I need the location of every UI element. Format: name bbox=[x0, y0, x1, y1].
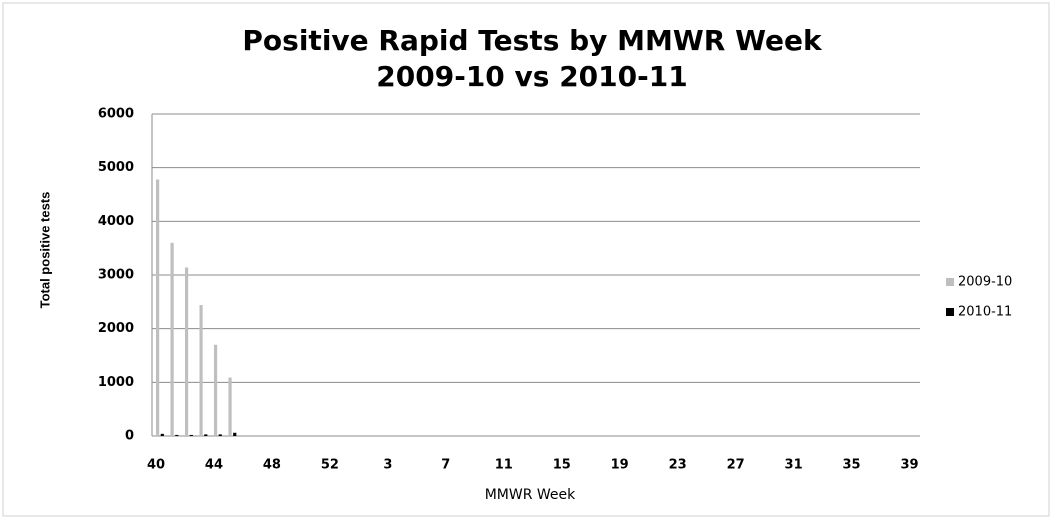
chart-subtitle: 2009-10 vs 2010-11 bbox=[376, 60, 687, 93]
bar bbox=[204, 434, 208, 436]
y-tick-label: 3000 bbox=[98, 268, 134, 283]
bar bbox=[233, 432, 237, 436]
bar bbox=[189, 434, 193, 436]
y-tick-label: 4000 bbox=[98, 214, 134, 229]
bar bbox=[184, 267, 189, 436]
x-axis-label: MMWR Week bbox=[485, 487, 576, 503]
x-tick-label: 27 bbox=[727, 458, 745, 473]
x-tick-label: 3 bbox=[383, 458, 392, 473]
y-tick-label: 5000 bbox=[98, 160, 134, 175]
x-tick-label: 11 bbox=[495, 458, 513, 473]
y-tick-label: 2000 bbox=[98, 321, 134, 336]
bar bbox=[160, 433, 164, 436]
bar bbox=[228, 377, 232, 436]
x-tick-label: 52 bbox=[321, 458, 339, 473]
x-tick-label: 7 bbox=[441, 458, 450, 473]
x-tick-label: 35 bbox=[843, 458, 861, 473]
x-tick-label: 19 bbox=[611, 458, 629, 473]
bar bbox=[199, 305, 203, 436]
bar bbox=[218, 434, 222, 436]
bar bbox=[213, 344, 218, 436]
legend-label: 2009-10 bbox=[958, 275, 1012, 290]
y-tick-label: 1000 bbox=[98, 375, 134, 390]
x-tick-label: 31 bbox=[785, 458, 803, 473]
x-tick-label: 23 bbox=[669, 458, 687, 473]
x-tick-label: 48 bbox=[263, 458, 281, 473]
legend-label: 2010-11 bbox=[958, 305, 1012, 320]
y-axis-label: Total positive tests bbox=[37, 192, 52, 309]
x-tick-label: 15 bbox=[553, 458, 571, 473]
x-tick-label: 44 bbox=[205, 458, 223, 473]
x-tick-label: 40 bbox=[147, 458, 165, 473]
bar bbox=[170, 242, 174, 436]
bar bbox=[175, 434, 179, 436]
x-tick-label: 39 bbox=[900, 458, 918, 473]
bar bbox=[156, 179, 160, 436]
chart-title: Positive Rapid Tests by MMWR Week bbox=[242, 24, 823, 57]
legend-swatch bbox=[946, 308, 954, 316]
legend-swatch bbox=[946, 278, 954, 286]
y-tick-label: 0 bbox=[125, 429, 134, 444]
y-tick-label: 6000 bbox=[98, 107, 134, 122]
